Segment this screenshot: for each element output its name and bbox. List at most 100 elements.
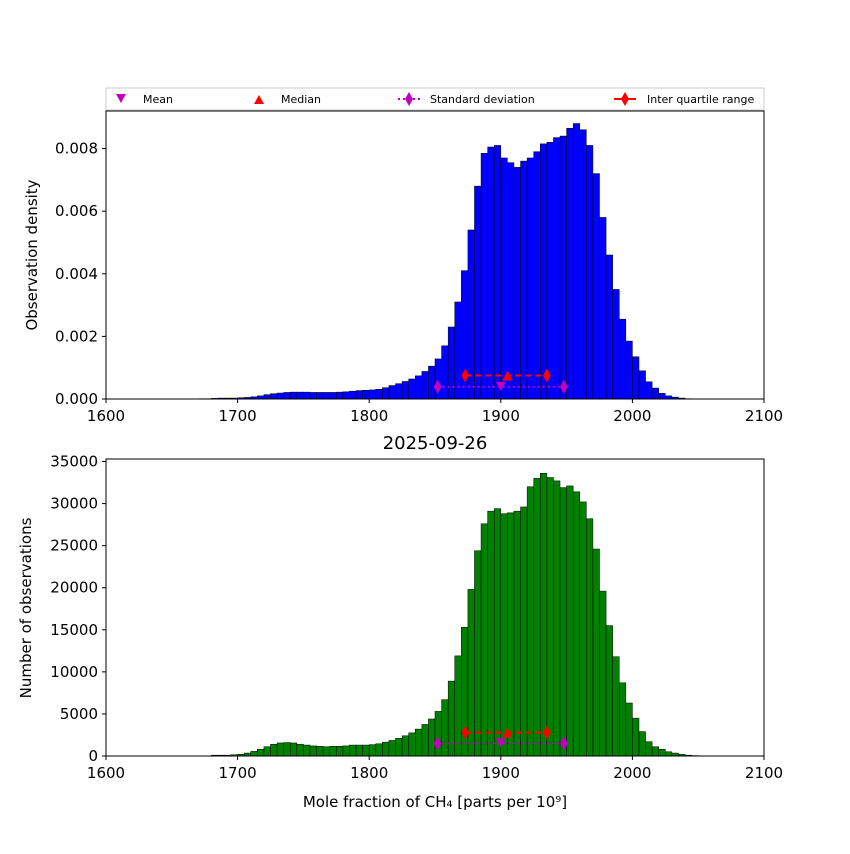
- histogram-bar: [389, 386, 396, 399]
- histogram-bar: [494, 145, 501, 399]
- histogram-bar: [376, 744, 383, 756]
- x-tick-label: 1700: [219, 764, 257, 782]
- histogram-bar: [409, 733, 416, 756]
- histogram-bar: [619, 683, 626, 756]
- histogram-bar: [514, 167, 521, 399]
- histogram-bar: [415, 729, 422, 756]
- histogram-bar: [527, 487, 534, 756]
- histogram-bar: [448, 327, 455, 399]
- histogram-bar: [303, 745, 310, 756]
- histogram-bar: [573, 492, 580, 756]
- histogram-bar: [659, 393, 666, 399]
- histogram-bar: [376, 389, 383, 399]
- histogram-bar: [534, 152, 541, 399]
- histogram-bar: [455, 302, 462, 399]
- histogram-bar: [600, 591, 607, 756]
- histogram-bar: [540, 144, 547, 399]
- histogram-bar: [534, 478, 541, 756]
- histogram-bar: [356, 745, 363, 756]
- histogram-bar: [481, 153, 488, 399]
- histogram-bar: [277, 393, 284, 399]
- histogram-bar: [514, 511, 521, 756]
- x-tick-label: 1600: [87, 764, 125, 782]
- y-tick-label: 0.006: [55, 202, 98, 220]
- histogram-bar: [553, 138, 560, 399]
- histogram-bar: [303, 392, 310, 399]
- histogram-bar: [646, 742, 653, 756]
- histogram-bar: [586, 519, 593, 756]
- histogram-bar: [501, 158, 508, 399]
- x-tick-label: 1600: [87, 407, 125, 425]
- histogram-bar: [330, 392, 337, 399]
- histogram-bar: [507, 513, 514, 756]
- legend-label-mean: Mean: [143, 93, 173, 106]
- histogram-bar: [317, 392, 324, 399]
- x-tick-label: 1800: [350, 764, 388, 782]
- histogram-bar: [481, 524, 488, 756]
- histogram-bar: [600, 217, 607, 399]
- histogram-bar: [323, 392, 330, 399]
- histogram-bar: [343, 746, 350, 756]
- plot-frame: [106, 111, 764, 399]
- y-axis-label: Number of observations: [17, 517, 35, 698]
- histogram-bar: [369, 745, 376, 756]
- histogram-bar: [349, 745, 356, 756]
- y-tick-label: 0: [88, 747, 98, 765]
- legend-label-median: Median: [281, 93, 321, 106]
- x-tick-label: 2100: [745, 407, 783, 425]
- histogram-bar: [606, 626, 613, 756]
- histogram-bar: [632, 718, 639, 756]
- histogram-bar: [442, 700, 449, 756]
- histogram-bar: [580, 502, 587, 756]
- x-tick-label: 1800: [350, 407, 388, 425]
- bars: [211, 473, 698, 756]
- histogram-bar: [343, 392, 350, 399]
- x-tick-label: 1900: [482, 764, 520, 782]
- bars: [198, 124, 692, 399]
- histogram-bar: [553, 481, 560, 756]
- histogram-bar: [435, 359, 442, 399]
- histogram-bar: [652, 747, 659, 756]
- legend-label-std: Standard deviation: [430, 93, 535, 106]
- y-tick-label: 35000: [50, 453, 98, 471]
- y-tick-label: 15000: [50, 621, 98, 639]
- histogram-bar: [396, 738, 403, 756]
- histogram-bar: [639, 732, 646, 756]
- histogram-bar: [521, 507, 528, 756]
- histogram-bar: [389, 740, 396, 756]
- histogram-bar: [422, 371, 429, 399]
- histogram-bar: [369, 390, 376, 399]
- y-tick-label: 30000: [50, 495, 98, 513]
- histogram-bar: [646, 382, 653, 399]
- x-tick-label: 1700: [219, 407, 257, 425]
- legend-label-iqr: Inter quartile range: [647, 93, 754, 106]
- histogram-bar: [606, 255, 613, 399]
- legend: Mean Median Standard deviation Inter qua…: [106, 88, 764, 110]
- histogram-bar: [468, 230, 475, 399]
- histogram-bar: [626, 703, 633, 756]
- histogram-bar: [415, 376, 422, 399]
- histogram-bar: [428, 366, 435, 399]
- x-tick-label: 2000: [613, 407, 651, 425]
- y-tick-label: 0.000: [55, 390, 98, 408]
- histogram-bar: [435, 711, 442, 756]
- histogram-bar: [382, 742, 389, 756]
- y-tick-label: 5000: [60, 705, 98, 723]
- histogram-bar: [527, 158, 534, 399]
- histogram-bar: [626, 341, 633, 399]
- histogram-bar: [257, 749, 264, 756]
- histogram-bar: [382, 388, 389, 399]
- histogram-bar: [448, 681, 455, 756]
- histogram-bar: [264, 395, 271, 399]
- histogram-bar: [468, 589, 475, 756]
- histogram-bar: [284, 743, 291, 756]
- histogram-bar: [613, 289, 620, 399]
- histogram-bar: [573, 124, 580, 399]
- histogram-bar: [652, 388, 659, 399]
- histogram-bar: [586, 145, 593, 399]
- histogram-bar: [665, 752, 672, 756]
